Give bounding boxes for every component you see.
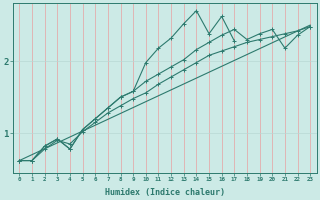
X-axis label: Humidex (Indice chaleur): Humidex (Indice chaleur) xyxy=(105,188,225,197)
